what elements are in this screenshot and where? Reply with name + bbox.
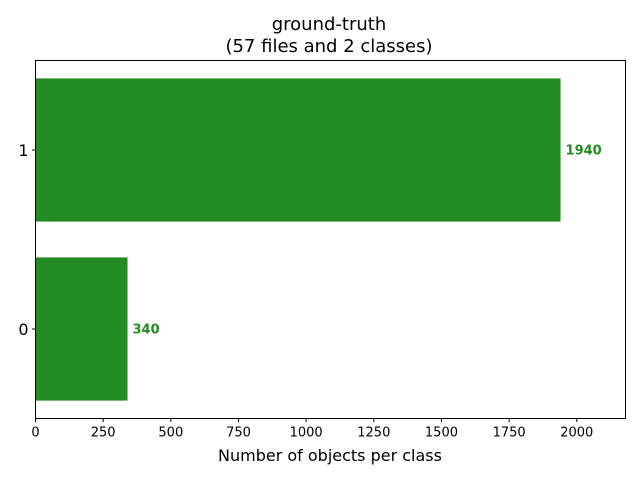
y-axis-ticks: 01 — [18, 141, 36, 339]
bar-1 — [35, 78, 561, 222]
x-tick-label-1000: 1000 — [290, 426, 323, 441]
data-label-1: 1940 — [566, 144, 602, 159]
x-tick-label-750: 750 — [226, 426, 251, 441]
x-tick-label-2000: 2000 — [560, 426, 593, 441]
data-labels-group: 340 1940 — [133, 144, 602, 338]
x-tick-label-500: 500 — [158, 426, 183, 441]
x-axis-label: Number of objects per class — [218, 446, 442, 465]
x-tick-label-1750: 1750 — [493, 426, 526, 441]
y-tick-label-0: 0 — [18, 320, 28, 339]
x-tick-label-1500: 1500 — [425, 426, 458, 441]
data-label-0: 340 — [133, 323, 160, 338]
x-axis-ticks: 0 250 500 750 1000 1250 1500 1750 2000 — [31, 418, 593, 441]
x-tick-label-1250: 1250 — [357, 426, 390, 441]
plot-frame — [35, 60, 626, 419]
bar-0 — [35, 257, 128, 401]
bars-group — [35, 78, 561, 401]
chart-subtitle: (57 files and 2 classes) — [225, 36, 432, 57]
y-tick-label-1: 1 — [18, 141, 28, 160]
x-tick-label-0: 0 — [31, 426, 39, 441]
x-tick-label-250: 250 — [91, 426, 116, 441]
chart-title: ground-truth — [272, 14, 387, 35]
